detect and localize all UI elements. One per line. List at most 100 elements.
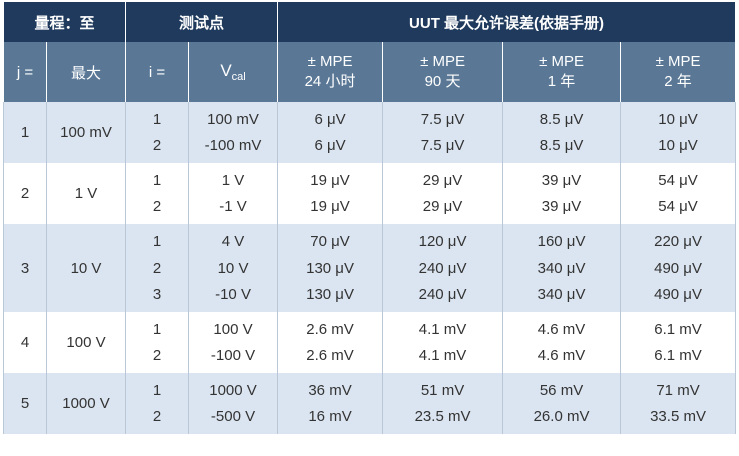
cell-line: 2 <box>152 347 162 364</box>
cell-stack: 7.5 μV 7.5 μV <box>383 102 502 163</box>
header-line: 2 年 <box>664 73 692 90</box>
list-cell: 6 μV 6 μV <box>277 102 384 163</box>
cell-line: 240 μV <box>418 285 467 303</box>
cell-line: 4.6 mV <box>537 321 586 338</box>
list-cell: 6.1 mV 6.1 mV <box>620 312 737 373</box>
list-cell: 220 μV 490 μV 490 μV <box>620 224 737 312</box>
column-header: i = <box>125 42 190 102</box>
cell-line: 4.1 mV <box>418 347 467 364</box>
list-cell: 8.5 μV 8.5 μV <box>502 102 622 163</box>
list-cell: 56 mV 26.0 mV <box>502 373 622 434</box>
list-cell: 4.1 mV 4.1 mV <box>382 312 504 373</box>
list-cell: 19 μV 19 μV <box>277 163 384 224</box>
header-sub: cal <box>231 71 246 83</box>
group-header-row: 量程：至 测试点 UUT 最大允许误差(依据手册) <box>2 2 737 42</box>
cell-line: -100 V <box>210 347 256 364</box>
range-cell: 10 V <box>45 224 127 312</box>
column-header: ± MPE 1 年 <box>502 42 622 102</box>
cell-line: 100 V <box>213 321 253 338</box>
cell-line: 39 μV <box>541 198 582 215</box>
body-row: 4 100 V 1 2 100 V -100 V 2.6 mV 2.6 mV 4.1 mV 4.1… <box>3 312 737 373</box>
cell-line: 2 <box>152 259 162 277</box>
header-line: 24 小时 <box>304 73 356 90</box>
cell-stack: 4.6 mV 4.6 mV <box>503 312 620 373</box>
cell-stack: 1 V -1 V <box>189 163 277 224</box>
cell-line: 1 <box>152 321 162 338</box>
j-cell: 5 <box>3 373 47 434</box>
cell-line: 1 <box>152 382 162 399</box>
cell-line: 39 μV <box>541 172 582 189</box>
list-cell: 1000 V -500 V <box>188 373 279 434</box>
cell-line: 19 μV <box>310 198 350 215</box>
list-cell: 160 μV 340 μV 340 μV <box>502 224 622 312</box>
column-header: ± MPE 90 天 <box>382 42 504 102</box>
list-cell: 4.6 mV 4.6 mV <box>502 312 622 373</box>
cell-line: 240 μV <box>418 259 467 277</box>
cell-line: 340 μV <box>537 259 586 277</box>
cell-line: -500 V <box>210 408 256 425</box>
cell-stack: 36 mV 16 mV <box>278 373 382 434</box>
cell-line: 130 μV <box>306 285 354 303</box>
range-cell: 100 mV <box>45 102 127 163</box>
column-header: ± MPE 2 年 <box>620 42 737 102</box>
cell-stack: 4.1 mV 4.1 mV <box>383 312 502 373</box>
cell-line: 70 μV <box>310 233 350 251</box>
list-cell: 2.6 mV 2.6 mV <box>277 312 384 373</box>
cell-line: 490 μV <box>654 259 702 277</box>
cell-line: 6.1 mV <box>654 347 702 364</box>
list-cell: 7.5 μV 7.5 μV <box>382 102 504 163</box>
list-cell: 120 μV 240 μV 240 μV <box>382 224 504 312</box>
header-line: ± MPE <box>307 53 353 70</box>
cell-line: 340 μV <box>537 285 586 303</box>
spec-table: 量程：至 测试点 UUT 最大允许误差(依据手册) j = 最大 i = Vcal ± MPE… <box>2 2 737 434</box>
list-cell: 54 μV 54 μV <box>620 163 737 224</box>
cell-stack: 1 2 3 <box>126 224 188 312</box>
cell-stack: 51 mV 23.5 mV <box>383 373 502 434</box>
cell-stack: 54 μV 54 μV <box>621 163 735 224</box>
cell-stack: 220 μV 490 μV 490 μV <box>621 224 735 312</box>
cell-stack: 29 μV 29 μV <box>383 163 502 224</box>
cell-line: 490 μV <box>654 285 702 303</box>
cell-line: 1 <box>152 172 162 189</box>
cell-stack: 120 μV 240 μV 240 μV <box>383 224 502 312</box>
header-line: 90 天 <box>424 73 461 90</box>
cell-stack: 6 μV 6 μV <box>278 102 382 163</box>
cell-line: 10 μV <box>658 111 698 128</box>
cell-line: 54 μV <box>658 172 698 189</box>
cell-line: 6 μV <box>314 111 346 128</box>
header-line: 1 年 <box>547 73 576 90</box>
list-cell: 10 μV 10 μV <box>620 102 737 163</box>
body-row: 1 100 mV 1 2 100 mV -100 mV 6 μV 6 μV 7.5 μV 7.5 … <box>3 102 737 163</box>
list-cell: 70 μV 130 μV 130 μV <box>277 224 384 312</box>
cell-line: 2 <box>152 198 162 215</box>
cell-stack: 56 mV 26.0 mV <box>503 373 620 434</box>
group-header: UUT 最大允许误差(依据手册) <box>277 2 737 42</box>
range-cell: 100 V <box>45 312 127 373</box>
header-line: ± MPE <box>420 53 465 70</box>
cell-line: 8.5 μV <box>539 111 584 128</box>
cell-line: 3 <box>152 285 162 303</box>
cell-line: 2.6 mV <box>306 321 354 338</box>
cell-line: 120 μV <box>418 233 467 251</box>
column-header: Vcal <box>188 42 279 102</box>
j-cell: 2 <box>3 163 47 224</box>
cell-line: 4.1 mV <box>418 321 467 338</box>
header-main: V <box>220 61 232 80</box>
cell-stack: 19 μV 19 μV <box>278 163 382 224</box>
list-cell: 36 mV 16 mV <box>277 373 384 434</box>
header-line: 最大 <box>71 64 102 82</box>
cell-line: 56 mV <box>539 382 584 399</box>
range-cell: 1000 V <box>45 373 127 434</box>
cell-line: 33.5 mV <box>650 408 706 425</box>
list-cell: 1 2 3 <box>125 224 190 312</box>
column-header-row: j = 最大 i = Vcal ± MPE 24 小时 ± MPE 90 天 ± MPE 1 年 ±… <box>3 42 737 102</box>
cell-line: 1000 V <box>209 382 257 399</box>
cell-line: 23.5 mV <box>414 408 471 425</box>
cell-stack: 100 mV -100 mV <box>189 102 277 163</box>
cell-stack: 70 μV 130 μV 130 μV <box>278 224 382 312</box>
